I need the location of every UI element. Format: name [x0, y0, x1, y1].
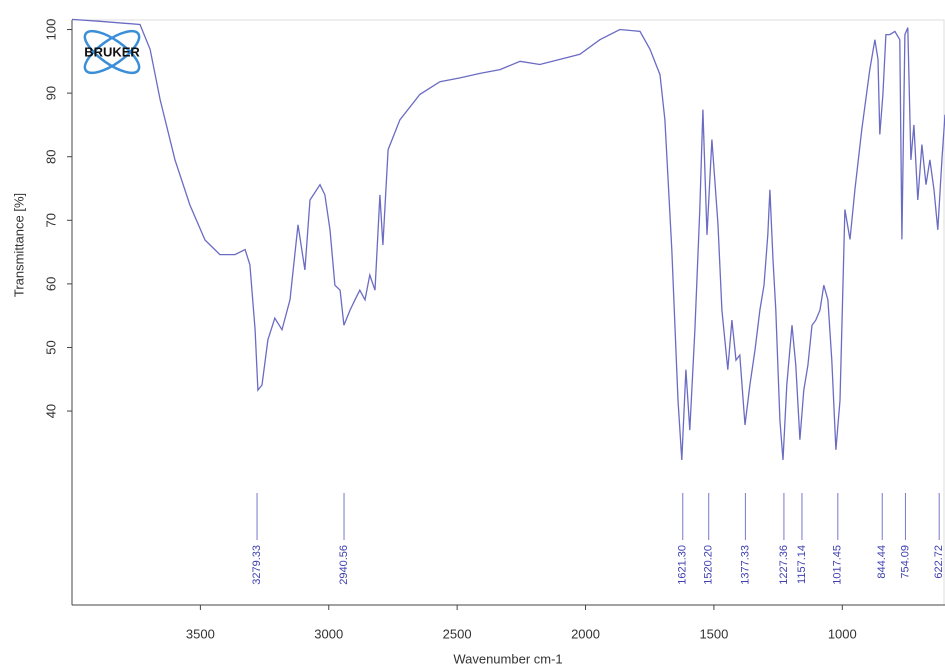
peak-label: 1227.36	[778, 545, 790, 585]
peak-label: 1621.30	[677, 545, 689, 585]
y-tick-label: 70	[43, 213, 58, 227]
y-tick-label: 100	[43, 19, 58, 41]
plot-frame	[71, 19, 945, 606]
spectrum-line	[71, 18, 945, 461]
x-tick-label: 1500	[699, 626, 728, 641]
peak-label: 754.09	[899, 545, 911, 579]
peak-label: 1520.20	[703, 545, 715, 585]
x-tick-label: 3000	[314, 626, 343, 641]
peak-label: 844.44	[876, 545, 888, 579]
x-tick-label: 1000	[828, 626, 857, 641]
peak-label: 1017.45	[832, 545, 844, 585]
x-tick-label: 2000	[571, 626, 600, 641]
peak-label: 2940.56	[338, 545, 350, 585]
y-axis-title: Transmittance [%]	[11, 193, 26, 297]
peak-label: 622.72	[933, 545, 945, 579]
logo: BRUKER	[83, 29, 141, 75]
logo-orbit	[83, 29, 141, 75]
y-tick-label: 50	[43, 340, 58, 354]
peak-label: 1157.14	[796, 545, 808, 584]
x-tick-label: 2500	[443, 626, 472, 641]
y-tick-label: 40	[43, 404, 58, 418]
x-axis-title: Wavenumber cm-1	[453, 651, 562, 666]
logo-text: BRUKER	[84, 44, 140, 59]
peak-label: 1377.33	[739, 545, 751, 585]
y-tick-label: 90	[43, 86, 58, 100]
y-tick-label: 60	[43, 277, 58, 291]
y-tick-label: 80	[43, 149, 58, 163]
x-tick-label: 3500	[186, 626, 215, 641]
logo-orbit	[83, 29, 141, 75]
peak-label: 3279.33	[251, 545, 263, 585]
